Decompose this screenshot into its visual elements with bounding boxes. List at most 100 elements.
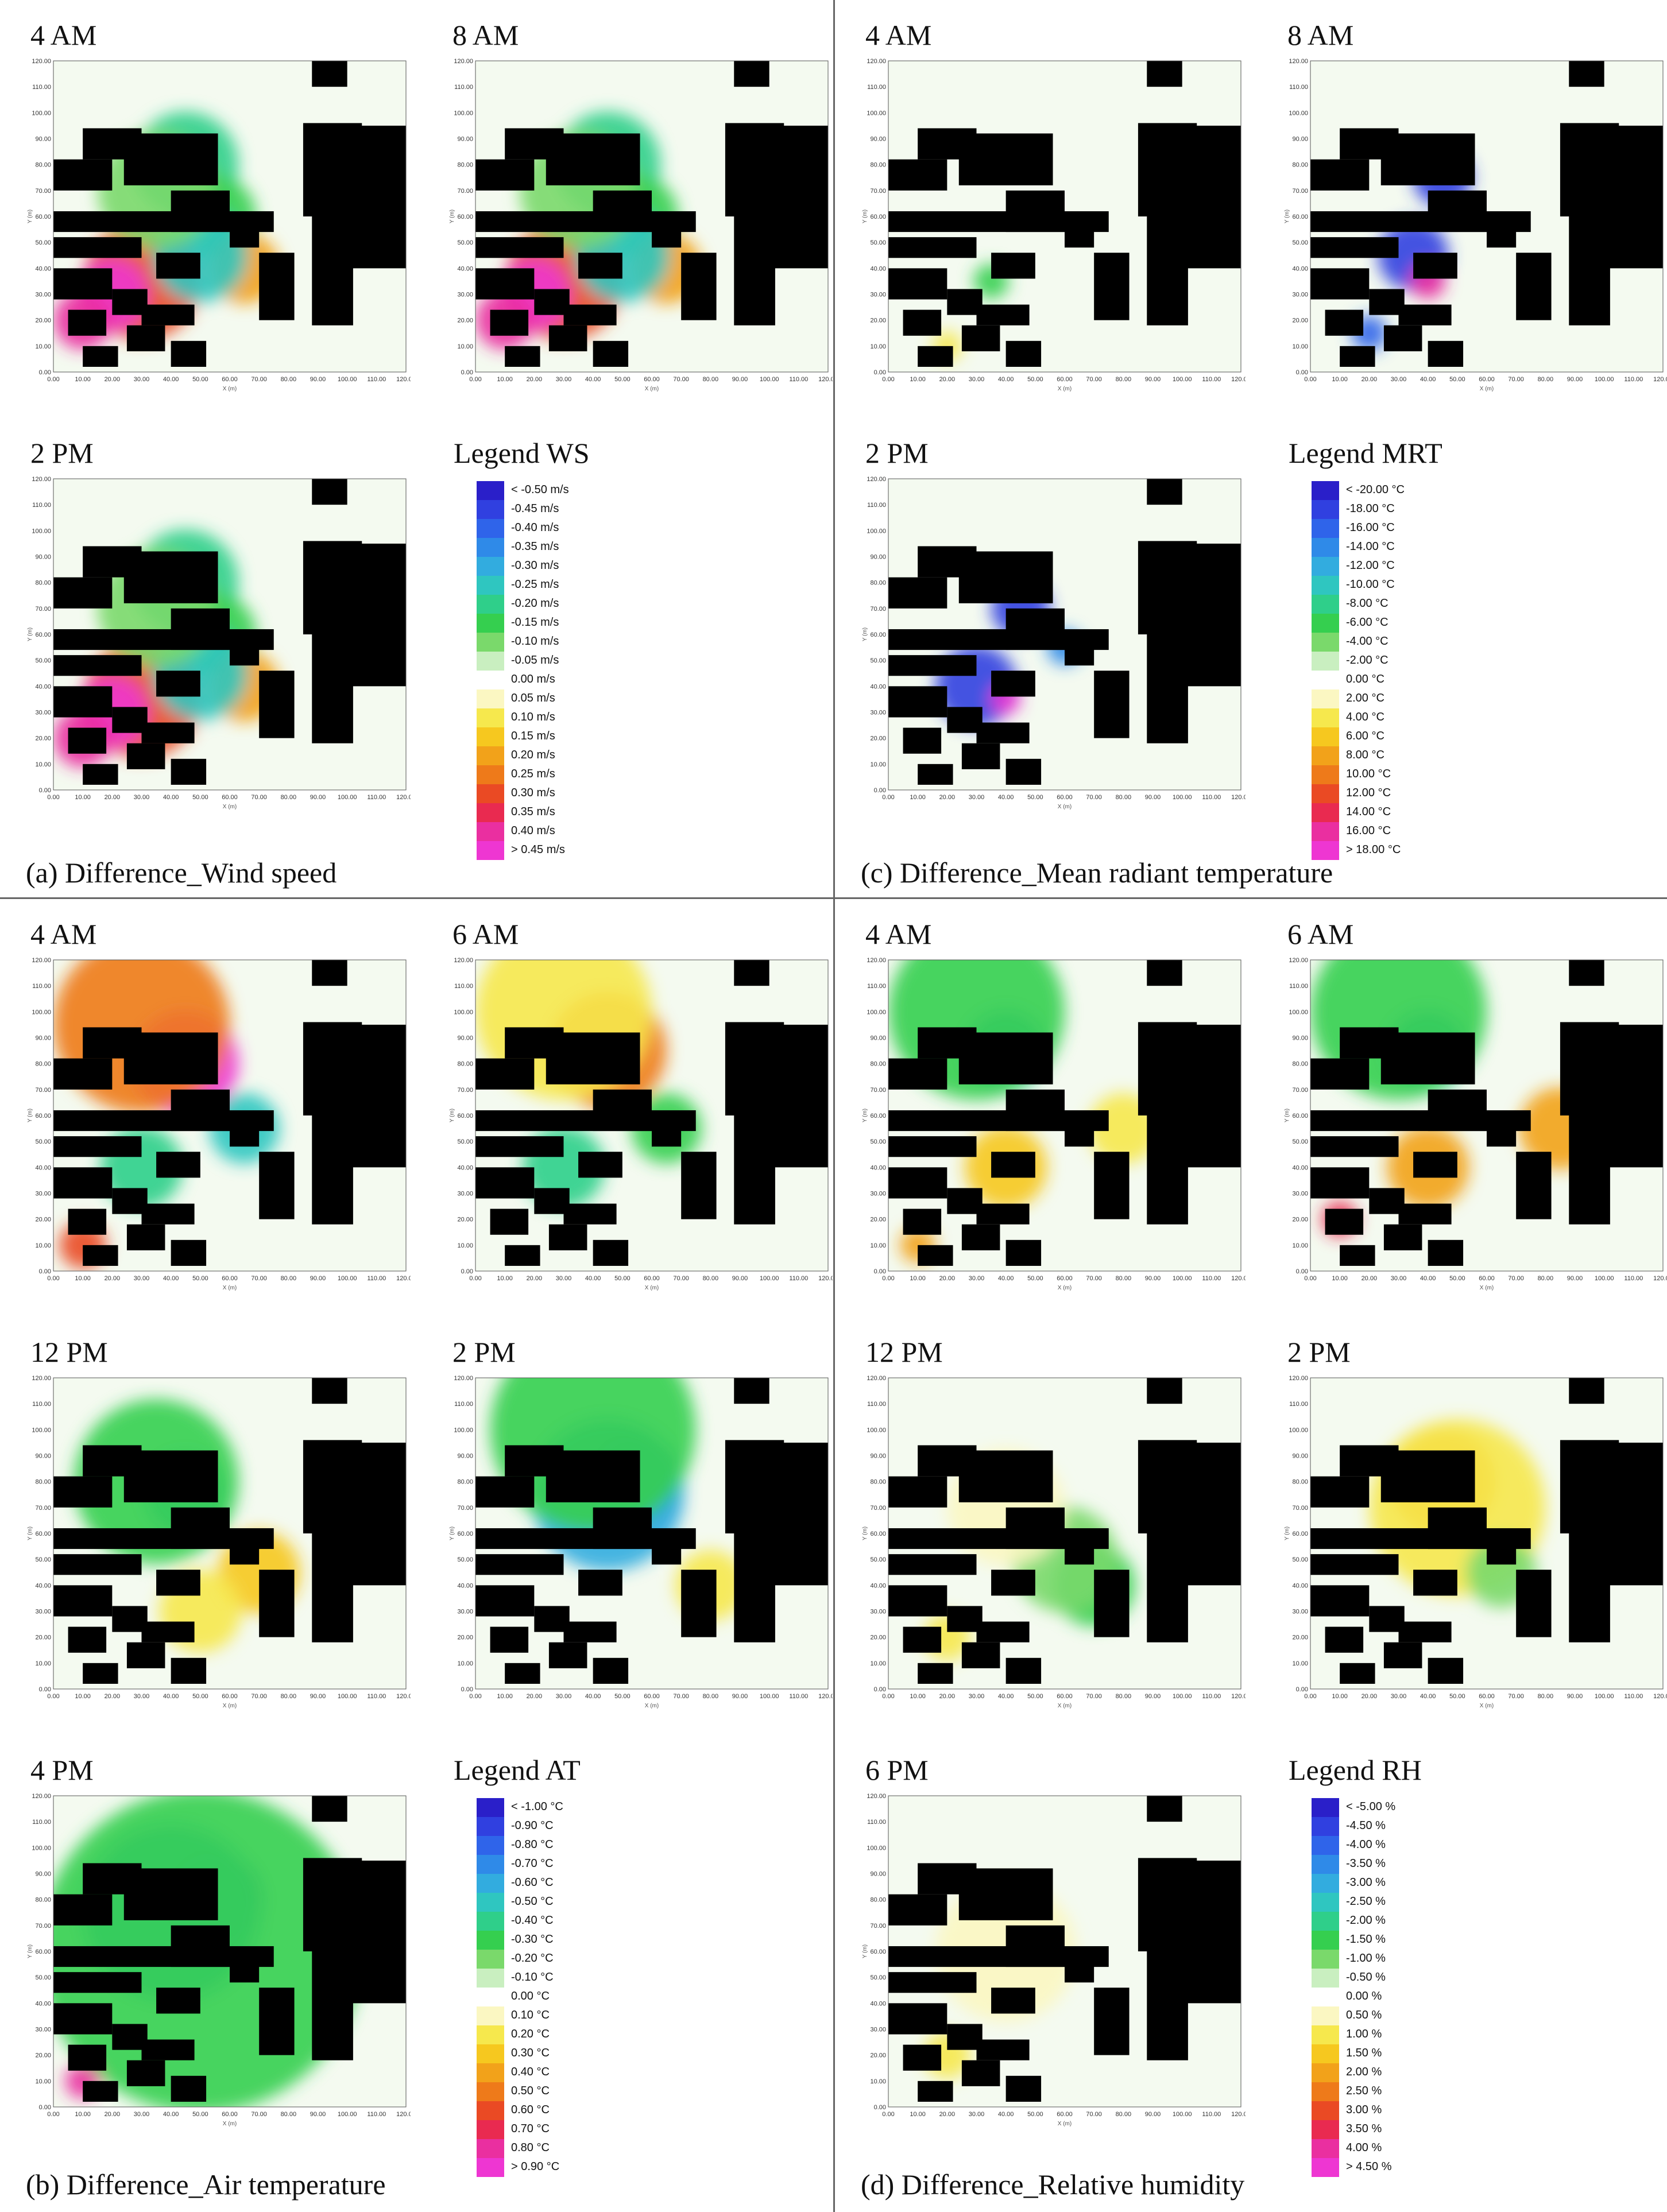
- map-ws-0-plot: 0.00 10.00 20.00 30.00 40.00 50.00 60.00 70.00 8…: [27, 58, 411, 392]
- x-tick-label: 30.00: [969, 1275, 985, 1282]
- legend-swatch: [1312, 746, 1339, 765]
- legend-swatch: [477, 2044, 504, 2063]
- x-tick-label: 90.00: [1567, 1693, 1583, 1700]
- building-block: [1310, 268, 1370, 300]
- x-tick-label: 50.00: [1449, 376, 1465, 383]
- y-tick-label: 120.00: [867, 476, 886, 483]
- building-block: [490, 1208, 529, 1235]
- x-tick-label: 90.00: [1145, 376, 1161, 383]
- legend-item: -0.25 m/s: [511, 578, 559, 591]
- legend-item: -3.50 %: [1346, 1857, 1386, 1870]
- legend-item: -0.10 °C: [511, 1971, 554, 1984]
- building-block: [1310, 237, 1399, 258]
- building-block: [681, 1152, 717, 1219]
- building-block: [961, 743, 1000, 769]
- building-block: [1340, 346, 1375, 367]
- y-tick-label: 30.00: [870, 292, 886, 299]
- x-tick-label: 40.00: [1420, 1693, 1436, 1700]
- vertical-divider-top: [833, 0, 835, 898]
- legend-swatch: [477, 652, 504, 671]
- legend-color-bar: [477, 481, 504, 860]
- legend-item: 0.80 °C: [511, 2141, 550, 2154]
- legend-item: 1.50 %: [1346, 2047, 1382, 2059]
- x-tick-label: 100.00: [1595, 1693, 1614, 1700]
- y-tick-label: 110.00: [454, 983, 473, 990]
- building-block: [1161, 1860, 1241, 2004]
- legend-item: -0.05 m/s: [511, 654, 559, 667]
- x-tick-label: 70.00: [673, 376, 689, 383]
- building-block: [312, 479, 347, 505]
- building-block: [1516, 1570, 1552, 1637]
- x-tick-label: 50.00: [1027, 1275, 1043, 1282]
- legend-swatch: [477, 822, 504, 841]
- y-axis-label: Y (m): [1284, 1527, 1290, 1540]
- x-tick-label: 80.00: [703, 376, 719, 383]
- x-axis-label: X (m): [223, 386, 237, 392]
- legend-swatch: [477, 1950, 504, 1969]
- building-block: [1569, 960, 1604, 986]
- y-tick-label: 60.00: [1292, 214, 1308, 220]
- building-block: [490, 1626, 529, 1653]
- map-rh-1: 0.00 10.00 20.00 30.00 40.00 50.00 60.00 70.00 8…: [1283, 956, 1667, 1301]
- legend-item: 0.50 %: [1346, 2009, 1382, 2021]
- y-tick-label: 110.00: [1289, 1401, 1308, 1408]
- x-tick-label: 30.00: [134, 1693, 150, 1700]
- x-tick-label: 20.00: [527, 376, 543, 383]
- legend-item: -2.00 °C: [1346, 654, 1388, 667]
- x-axis-label: X (m): [223, 804, 237, 810]
- building-block: [888, 1476, 947, 1508]
- legend-swatch: [477, 538, 504, 557]
- y-tick-label: 80.00: [457, 1479, 473, 1486]
- y-tick-label: 60.00: [870, 214, 886, 220]
- x-tick-label: 10.00: [910, 1693, 926, 1700]
- x-tick-label: 120.00: [1231, 1693, 1246, 1700]
- x-tick-label: 10.00: [75, 376, 91, 383]
- building-block: [53, 1476, 113, 1508]
- y-tick-label: 10.00: [1292, 343, 1308, 350]
- x-tick-label: 20.00: [105, 376, 121, 383]
- building-block: [1310, 1554, 1399, 1575]
- x-tick-label: 50.00: [614, 1693, 631, 1700]
- building-block: [1094, 1570, 1130, 1637]
- y-tick-label: 10.00: [457, 1242, 473, 1249]
- y-tick-label: 30.00: [457, 1609, 473, 1616]
- x-tick-label: 60.00: [1057, 2111, 1073, 2118]
- y-tick-label: 100.00: [32, 110, 51, 117]
- legend-swatch: [1312, 557, 1339, 576]
- x-tick-label: 100.00: [338, 376, 357, 383]
- map-rh-4-plot: 0.00 10.00 20.00 30.00 40.00 50.00 60.00 70.00 8…: [862, 1793, 1246, 2127]
- x-tick-label: 60.00: [1479, 1693, 1495, 1700]
- legend-swatch: [1312, 2082, 1339, 2101]
- building-block: [83, 1445, 142, 1477]
- building-block: [1094, 1152, 1130, 1219]
- building-block: [312, 1378, 347, 1404]
- y-tick-label: 70.00: [870, 1087, 886, 1094]
- building-block: [888, 1554, 977, 1575]
- building-block: [888, 1058, 947, 1090]
- y-tick-label: 10.00: [35, 2078, 51, 2085]
- building-block: [888, 1972, 977, 1993]
- y-tick-label: 100.00: [1289, 1427, 1308, 1434]
- legend-item: -0.80 °C: [511, 1838, 554, 1851]
- y-tick-label: 90.00: [1292, 1453, 1308, 1460]
- legend-item: -12.00 °C: [1346, 559, 1395, 572]
- x-tick-label: 50.00: [614, 1275, 631, 1282]
- x-tick-label: 80.00: [1116, 376, 1132, 383]
- legend-item: -0.10 m/s: [511, 635, 559, 648]
- building-block: [53, 1972, 142, 1993]
- x-tick-label: 10.00: [75, 2111, 91, 2118]
- x-tick-label: 20.00: [939, 2111, 956, 2118]
- y-tick-label: 60.00: [1292, 1113, 1308, 1119]
- x-tick-label: 100.00: [1595, 1275, 1614, 1282]
- map-rh-2: 0.00 10.00 20.00 30.00 40.00 50.00 60.00 70.00 8…: [861, 1374, 1246, 1719]
- x-tick-label: 40.00: [1420, 376, 1436, 383]
- building-block: [888, 1167, 947, 1199]
- building-block: [1161, 125, 1241, 269]
- time-label: 2 PM: [1287, 1336, 1351, 1368]
- building-block: [156, 253, 200, 279]
- x-tick-label: 70.00: [1508, 376, 1524, 383]
- x-tick-label: 100.00: [338, 1693, 357, 1700]
- building-block: [53, 237, 142, 258]
- x-tick-label: 90.00: [1567, 1275, 1583, 1282]
- legend-item: > 4.50 %: [1346, 2160, 1392, 2173]
